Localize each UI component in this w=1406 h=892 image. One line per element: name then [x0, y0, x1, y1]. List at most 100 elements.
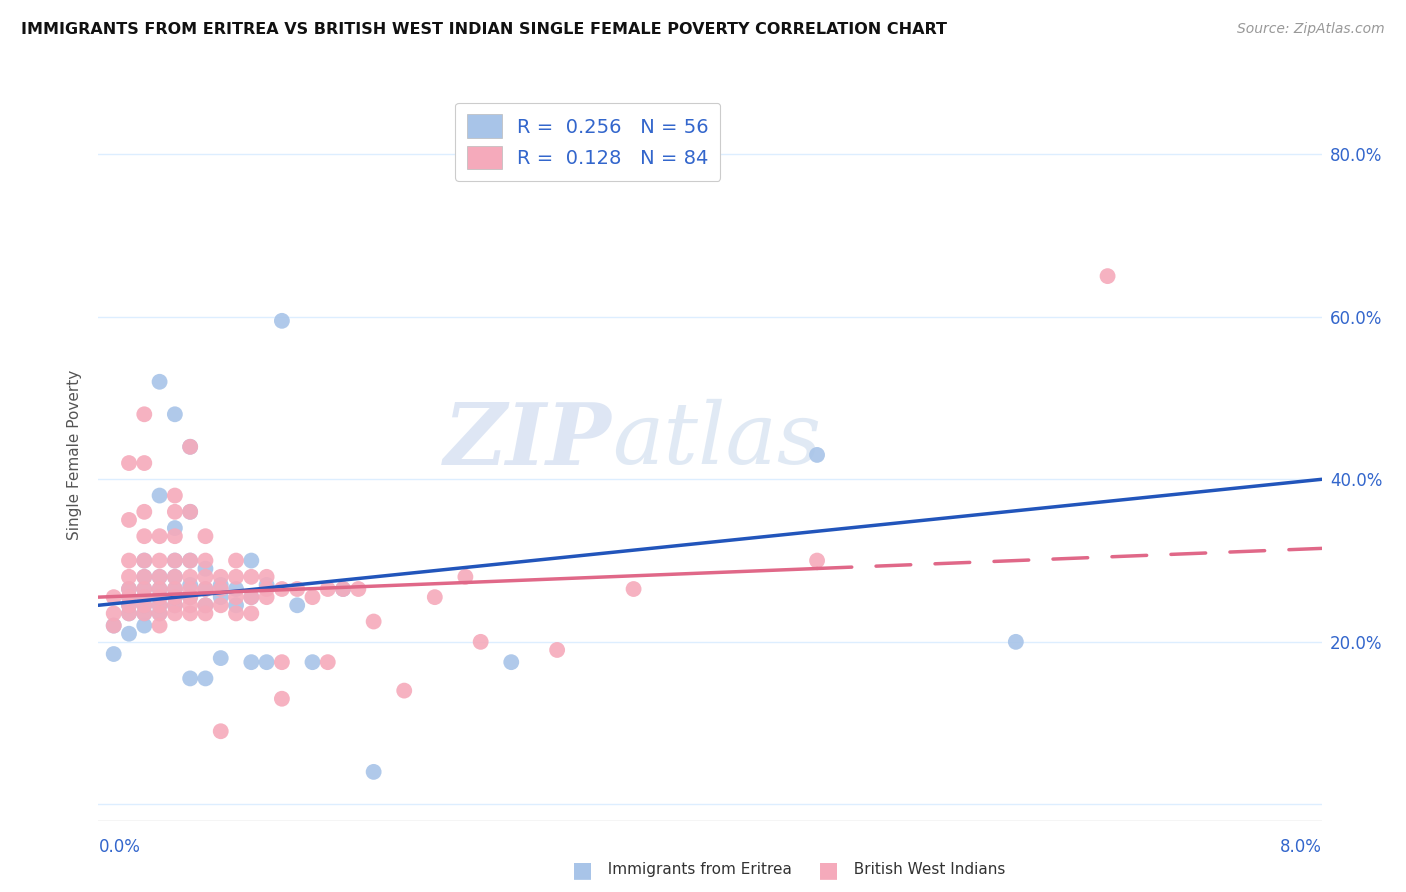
Point	[256, 578, 278, 592]
Point	[179, 553, 201, 567]
Point	[363, 615, 385, 629]
Point	[194, 599, 217, 613]
Point	[179, 582, 201, 596]
Point	[134, 618, 156, 632]
Point	[149, 529, 172, 543]
Point	[347, 582, 370, 596]
Point	[240, 590, 263, 604]
Point	[134, 553, 156, 567]
Text: atlas: atlas	[612, 399, 821, 482]
Point	[332, 582, 354, 596]
Point	[392, 683, 416, 698]
Point	[179, 599, 201, 613]
Point	[103, 618, 125, 632]
Point	[179, 607, 201, 621]
Legend: R =  0.256   N = 56, R =  0.128   N = 84: R = 0.256 N = 56, R = 0.128 N = 84	[456, 103, 720, 181]
Point	[1004, 635, 1026, 649]
Point	[134, 582, 156, 596]
Point	[134, 607, 156, 621]
Point	[134, 553, 156, 567]
Point	[163, 599, 186, 613]
Point	[240, 553, 263, 567]
Point	[301, 590, 323, 604]
Text: ■: ■	[572, 860, 593, 880]
Point	[423, 590, 446, 604]
Point	[118, 456, 141, 470]
Point	[225, 607, 247, 621]
Point	[149, 618, 172, 632]
Point	[149, 590, 172, 604]
Text: ZIP: ZIP	[444, 399, 612, 482]
Point	[209, 599, 232, 613]
Point	[149, 570, 172, 584]
Point	[163, 570, 186, 584]
Point	[301, 655, 323, 669]
Point	[179, 440, 201, 454]
Point	[163, 582, 186, 596]
Point	[118, 590, 141, 604]
Point	[194, 553, 217, 567]
Point	[163, 529, 186, 543]
Text: 0.0%: 0.0%	[98, 838, 141, 856]
Point	[179, 505, 201, 519]
Point	[163, 489, 186, 503]
Point	[270, 691, 294, 706]
Point	[209, 582, 232, 596]
Point	[256, 590, 278, 604]
Point	[134, 590, 156, 604]
Point	[118, 553, 141, 567]
Point	[194, 582, 217, 596]
Point	[163, 607, 186, 621]
Point	[134, 529, 156, 543]
Point	[194, 607, 217, 621]
Point	[118, 582, 141, 596]
Point	[240, 655, 263, 669]
Point	[209, 590, 232, 604]
Point	[179, 590, 201, 604]
Point	[149, 375, 172, 389]
Point	[179, 590, 201, 604]
Point	[806, 448, 828, 462]
Point	[209, 724, 232, 739]
Point	[179, 672, 201, 686]
Point	[209, 578, 232, 592]
Point	[179, 553, 201, 567]
Point	[134, 599, 156, 613]
Point	[256, 570, 278, 584]
Point	[149, 489, 172, 503]
Point	[209, 570, 232, 584]
Point	[118, 513, 141, 527]
Point	[240, 607, 263, 621]
Point	[209, 651, 232, 665]
Point	[179, 440, 201, 454]
Point	[134, 456, 156, 470]
Text: Source: ZipAtlas.com: Source: ZipAtlas.com	[1237, 22, 1385, 37]
Point	[118, 570, 141, 584]
Point	[118, 607, 141, 621]
Point	[149, 590, 172, 604]
Point	[270, 655, 294, 669]
Point	[363, 764, 385, 779]
Point	[225, 599, 247, 613]
Point	[149, 570, 172, 584]
Point	[163, 553, 186, 567]
Point	[134, 570, 156, 584]
Text: ■: ■	[818, 860, 839, 880]
Point	[285, 582, 308, 596]
Point	[118, 582, 141, 596]
Point	[256, 582, 278, 596]
Point	[163, 599, 186, 613]
Point	[163, 570, 186, 584]
Point	[332, 582, 354, 596]
Point	[134, 599, 156, 613]
Point	[149, 553, 172, 567]
Point	[225, 590, 247, 604]
Point	[134, 505, 156, 519]
Point	[270, 314, 294, 328]
Point	[285, 599, 308, 613]
Point	[240, 570, 263, 584]
Point	[179, 570, 201, 584]
Point	[316, 655, 339, 669]
Point	[546, 643, 568, 657]
Point	[470, 635, 492, 649]
